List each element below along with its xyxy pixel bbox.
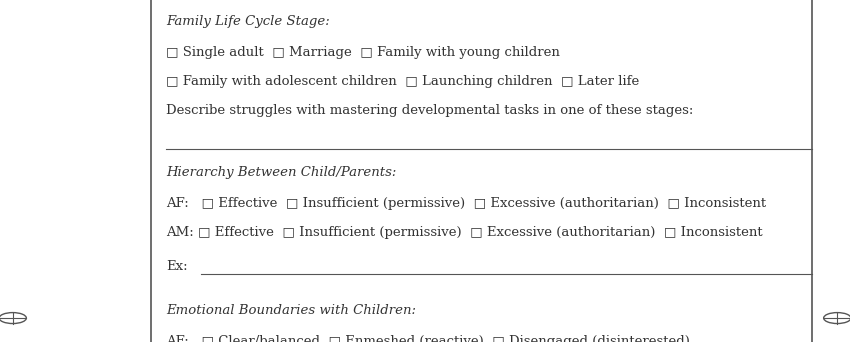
Text: Ex:: Ex: xyxy=(166,260,187,273)
Text: Hierarchy Between Child/Parents:: Hierarchy Between Child/Parents: xyxy=(166,166,396,179)
Text: Emotional Boundaries with Children:: Emotional Boundaries with Children: xyxy=(166,304,416,317)
Text: □ Single adult  □ Marriage  □ Family with young children: □ Single adult □ Marriage □ Family with … xyxy=(166,46,559,59)
Text: Describe struggles with mastering developmental tasks in one of these stages:: Describe struggles with mastering develo… xyxy=(166,104,693,117)
Text: AF:   □ Clear/balanced  □ Enmeshed (reactive)  □ Disengaged (disinterested): AF: □ Clear/balanced □ Enmeshed (reactiv… xyxy=(166,335,689,342)
Text: AM: □ Effective  □ Insufficient (permissive)  □ Excessive (authoritarian)  □ Inc: AM: □ Effective □ Insufficient (permissi… xyxy=(166,226,762,239)
Text: Family Life Cycle Stage:: Family Life Cycle Stage: xyxy=(166,15,330,28)
Text: □ Family with adolescent children  □ Launching children  □ Later life: □ Family with adolescent children □ Laun… xyxy=(166,75,639,88)
Text: AF:   □ Effective  □ Insufficient (permissive)  □ Excessive (authoritarian)  □ I: AF: □ Effective □ Insufficient (permissi… xyxy=(166,197,766,210)
